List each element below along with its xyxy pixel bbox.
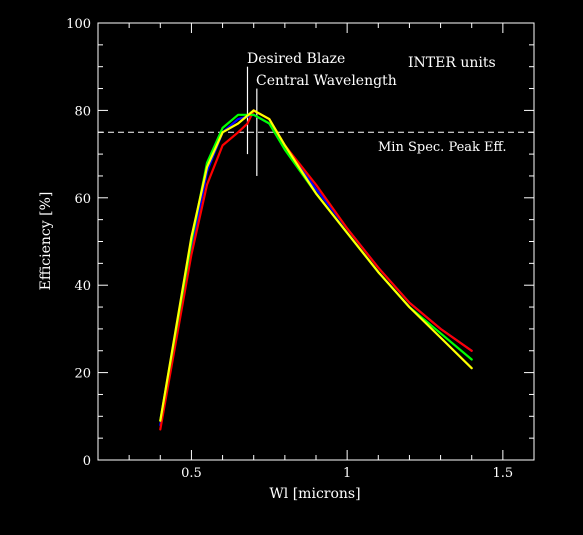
- y-tick-label: 100: [66, 17, 91, 32]
- x-tick-label: 1: [343, 466, 351, 481]
- axis-ticks: [98, 22, 534, 461]
- marker-label-desired-blaze: Desired Blaze: [247, 51, 345, 67]
- x-axis-label: Wl [microns]: [269, 486, 360, 502]
- x-tick-label: 1.5: [493, 466, 514, 481]
- y-tick-label: 0: [83, 454, 91, 469]
- y-tick-label: 40: [74, 279, 91, 294]
- axis-tick-labels: 0.5 1 1.5 0 20 40 60 80 100: [66, 17, 513, 481]
- x-tick-label: 0.5: [181, 466, 202, 481]
- y-tick-label: 60: [74, 192, 91, 207]
- annotation-inter-units: INTER units: [408, 55, 496, 71]
- y-tick-label: 20: [74, 367, 91, 382]
- y-axis-label: Efficiency [%]: [38, 192, 54, 291]
- series-line-4: [159, 109, 473, 422]
- marker-label-central-wavelength: Central Wavelength: [256, 73, 397, 89]
- chart-labels: Wl [microns] Efficiency [%] INTER units …: [38, 51, 506, 502]
- reference-line-label: Min Spec. Peak Eff.: [378, 140, 506, 155]
- y-tick-label: 80: [74, 104, 91, 119]
- series-lines: [159, 109, 473, 431]
- marker-lines: [246, 66, 258, 176]
